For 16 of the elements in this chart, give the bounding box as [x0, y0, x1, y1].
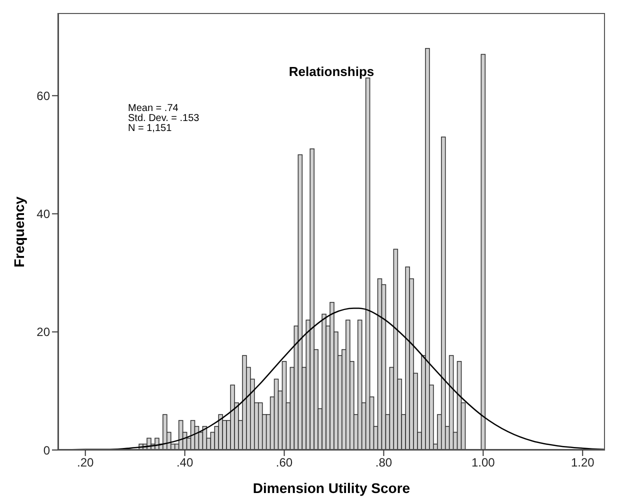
- x-tick-label: .60: [276, 456, 293, 470]
- annotation: Mean = .74: [128, 103, 180, 114]
- x-tick-label: 1.00: [471, 456, 496, 470]
- x-tick-label: .40: [176, 456, 194, 470]
- y-tick-label: 60: [36, 88, 50, 103]
- x-tick-label: .20: [77, 456, 94, 470]
- x-axis-title: Dimension Utility Score: [252, 480, 412, 496]
- annotation: N = 1,151: [128, 123, 173, 134]
- annotation: Std. Dev. = .153: [128, 113, 200, 124]
- y-tick-label: 0: [43, 443, 50, 458]
- y-axis-title: Frequency: [11, 195, 28, 269]
- text: Relationships: [288, 64, 376, 79]
- x-tick-label: .80: [375, 456, 392, 470]
- y-tick-label: 20: [36, 325, 50, 340]
- x-tick-label: 1.20: [570, 456, 595, 470]
- y-tick-label: 40: [36, 207, 50, 222]
